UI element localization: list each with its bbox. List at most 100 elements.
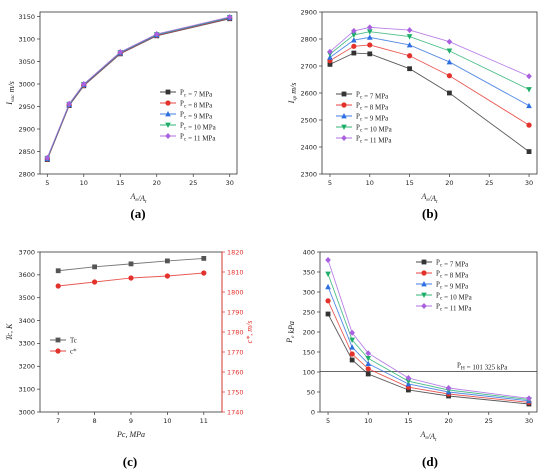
y-tick-label: 350: [303, 268, 315, 276]
data-point: [349, 357, 355, 363]
reference-line-label: PH = 101 325 kPa: [457, 361, 508, 371]
data-point: [327, 61, 333, 67]
legend-marker: [55, 337, 61, 343]
data-point: [325, 311, 331, 317]
data-point: [446, 48, 453, 54]
y-right-tick-label: 1770: [227, 348, 244, 356]
data-point: [201, 270, 207, 276]
data-point: [92, 279, 98, 285]
data-point: [366, 24, 373, 31]
data-point: [349, 351, 355, 357]
data-point: [351, 27, 357, 34]
data-point: [226, 13, 233, 20]
series-line-2: [329, 44, 530, 126]
chart-panel-3: 7 8 9 10 11 3000 3100 3200 3300 3400 3500 3600 3700 1…: [5, 248, 254, 469]
series-line-3: [327, 286, 530, 402]
data-point: [325, 257, 331, 263]
data-point: [165, 258, 170, 264]
y-tick-label: 3500: [18, 294, 35, 302]
y-right-tick-label: 1760: [227, 368, 244, 376]
x-tick-label: 30: [226, 179, 234, 187]
x-tick-label: 25: [485, 179, 493, 187]
y-tick-label: 100: [303, 368, 315, 376]
legend-label: c*: [70, 348, 77, 356]
legend-label: Pc = 9 MPa: [356, 113, 389, 123]
data-point: [366, 29, 373, 35]
data-point: [325, 283, 331, 290]
y-axis-label: Tc, K: [5, 323, 14, 340]
y-tick-label: 50: [307, 388, 315, 396]
y-axis-label: Ivac m/s: [5, 81, 16, 105]
y-tick-label: 200: [303, 328, 315, 336]
legend-label: Pc = 10 MPa: [180, 122, 217, 132]
y-tick-label: 400: [303, 248, 315, 256]
chart-panel-1: 5 10 15 20 25 30 2800 2850 2900 2950 3000 3050 3100 3…: [5, 11, 238, 221]
series-line-4: [329, 31, 530, 90]
series-line-3: [329, 36, 530, 107]
x-tick-label: 20: [444, 417, 452, 425]
x-tick-label: 8: [93, 417, 97, 425]
x-tick-label: 5: [326, 417, 330, 425]
data-point: [351, 43, 357, 49]
y-tick-label: 0: [311, 408, 315, 416]
data-point: [201, 256, 207, 261]
y-tick-label: 150: [303, 348, 315, 356]
panel-label: (b): [422, 206, 438, 221]
y-right-tick-label: 1750: [227, 388, 244, 396]
x-tick-label: 20: [445, 179, 453, 187]
data-point: [365, 360, 372, 366]
data-point: [351, 32, 357, 38]
data-point: [349, 329, 355, 336]
data-point: [80, 81, 87, 87]
data-point: [406, 27, 413, 34]
x-tick-label: 10: [366, 179, 374, 187]
y-tick-label: 300: [303, 288, 315, 296]
legend-label: Pc = 7 MPa: [436, 259, 469, 269]
y-tick-label: 3050: [18, 58, 35, 66]
x-tick-label: 30: [525, 179, 533, 187]
y-right-tick-label: 1800: [227, 288, 244, 296]
y-tick-label: 250: [303, 308, 315, 316]
y-tick-label: 2900: [300, 8, 317, 16]
y-axis-label: Pe kPa: [285, 321, 296, 344]
data-point: [407, 66, 412, 72]
x-tick-label: 15: [116, 179, 124, 187]
series-line-5: [329, 26, 530, 77]
data-point: [128, 261, 134, 267]
data-point: [325, 271, 331, 277]
legend-marker: [165, 111, 171, 117]
y-tick-label: 2600: [300, 89, 317, 97]
panel-label: (d): [422, 454, 438, 469]
data-point: [526, 149, 532, 154]
y-tick-label: 3150: [18, 13, 35, 21]
x-tick-label: 20: [153, 179, 161, 187]
data-point: [405, 375, 412, 381]
chart-panel-2: 5 10 15 20 25 30 2300 2400 2500 2600 2700 2800 2900 A…: [287, 8, 538, 221]
legend-marker: [421, 292, 427, 298]
data-point: [164, 273, 170, 279]
data-point: [366, 34, 373, 40]
series-line-4: [327, 273, 530, 401]
legend-label: Pc = 10 MPa: [436, 292, 473, 302]
data-point: [526, 73, 532, 80]
panel-label: (c): [123, 454, 137, 469]
legend-label: Pc = 11 MPa: [180, 133, 216, 143]
data-point: [66, 100, 72, 107]
legend-marker: [421, 281, 427, 287]
y-tick-label: 2850: [18, 148, 35, 156]
x-tick-label: 15: [405, 179, 413, 187]
data-point: [367, 42, 373, 48]
x-axis-label: Ae/At: [421, 192, 438, 205]
legend-marker: [421, 259, 427, 265]
data-point: [367, 51, 373, 57]
y-tick-label: 2700: [300, 62, 317, 70]
data-point: [351, 50, 357, 56]
data-point: [44, 154, 51, 161]
legend-label: Pc = 11 MPa: [356, 135, 392, 145]
x-axis-label: Ae/At: [130, 192, 147, 205]
y-tick-label: 3700: [18, 248, 35, 256]
data-point: [405, 378, 412, 385]
y-tick-label: 3000: [18, 408, 35, 416]
legend-marker: [165, 89, 171, 95]
